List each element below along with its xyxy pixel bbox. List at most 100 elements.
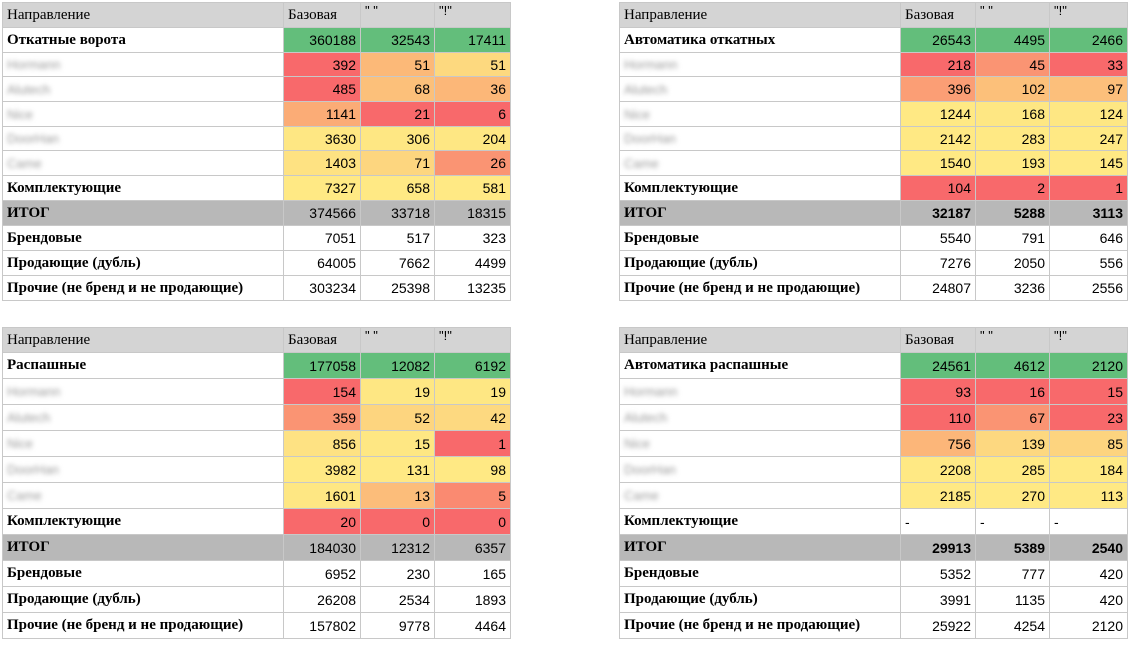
summary-value: 2050 <box>975 250 1050 276</box>
summary-value: 5352 <box>900 560 976 587</box>
summary-label: Брендовые <box>619 225 901 251</box>
summary-value: 777 <box>975 560 1050 587</box>
summary-value: 4499 <box>434 250 511 276</box>
total-label: ИТОГ <box>619 534 901 561</box>
brand-value: 52 <box>360 404 435 431</box>
header-exclaim: "!" <box>1049 327 1128 353</box>
parts-value: 581 <box>434 175 511 201</box>
summary-value: 323 <box>434 225 511 251</box>
brand-label-blurred: Nice <box>2 430 284 457</box>
summary-value: 25922 <box>900 612 976 639</box>
total-value: 6357 <box>434 534 511 561</box>
summary-value: 64005 <box>283 250 361 276</box>
brand-label-blurred: Alutech <box>2 404 284 431</box>
brand-value: 33 <box>1049 52 1128 77</box>
main-value: 32543 <box>360 27 435 53</box>
main-value: 26543 <box>900 27 976 53</box>
brand-row: Hormann 218 45 33 <box>619 52 1128 77</box>
brand-value: 247 <box>1049 126 1128 151</box>
parts-row: Комплектующие 20 0 0 <box>2 508 511 535</box>
brand-value: 67 <box>975 404 1050 431</box>
summary-value: 4254 <box>975 612 1050 639</box>
summary-value: 13235 <box>434 275 511 301</box>
main-row: Откатные ворота 360188 32543 17411 <box>2 27 511 53</box>
main-value: 12082 <box>360 352 435 379</box>
brand-value: 51 <box>434 52 511 77</box>
header-direction: Направление <box>619 2 901 28</box>
brand-value: 184 <box>1049 456 1128 483</box>
summary-value: 556 <box>1049 250 1128 276</box>
brand-value: 485 <box>283 76 361 102</box>
main-value: 177058 <box>283 352 361 379</box>
brand-value: 2208 <box>900 456 976 483</box>
header-direction: Направление <box>2 2 284 28</box>
main-row: Распашные 177058 12082 6192 <box>2 352 511 379</box>
summary-row: Брендовые 6952 230 165 <box>2 560 511 587</box>
total-value: 5389 <box>975 534 1050 561</box>
main-value: 4495 <box>975 27 1050 53</box>
brand-row: DoorHan 3630 306 204 <box>2 126 511 151</box>
brand-value: 1141 <box>283 101 361 127</box>
summary-row: Брендовые 5352 777 420 <box>619 560 1128 587</box>
main-label: Распашные <box>2 352 284 379</box>
summary-value: 26208 <box>283 586 361 613</box>
total-value: 12312 <box>360 534 435 561</box>
summary-value: 157802 <box>283 612 361 639</box>
brand-value: 102 <box>975 76 1050 102</box>
brand-label-blurred: DoorHan <box>2 456 284 483</box>
main-label: Откатные ворота <box>2 27 284 53</box>
main-value: 4612 <box>975 352 1050 379</box>
parts-label: Комплектующие <box>2 175 284 201</box>
parts-label: Комплектующие <box>619 508 901 535</box>
parts-value: - <box>975 508 1050 535</box>
main-value: 6192 <box>434 352 511 379</box>
table-sliding-automation: Направление Базовая " " "!" Автоматика о… <box>619 2 1128 301</box>
brand-value: 113 <box>1049 482 1128 509</box>
main-value: 2120 <box>1049 352 1128 379</box>
brand-row: DoorHan 3982 131 98 <box>2 456 511 483</box>
brand-value: 1244 <box>900 101 976 127</box>
brand-label-blurred: DoorHan <box>2 126 284 151</box>
brand-label-blurred: DoorHan <box>619 126 901 151</box>
brand-row: Alutech 485 68 36 <box>2 76 511 102</box>
brand-value: 15 <box>1049 378 1128 405</box>
brand-label-blurred: Nice <box>2 101 284 127</box>
header-quote: " " <box>360 327 435 353</box>
brand-value: 51 <box>360 52 435 77</box>
brand-value: 283 <box>975 126 1050 151</box>
brand-row: Hormann 392 51 51 <box>2 52 511 77</box>
summary-row: Прочие (не бренд и не продающие) 303234 … <box>2 275 511 301</box>
brand-value: 71 <box>360 150 435 176</box>
brand-value: 756 <box>900 430 976 457</box>
brand-value: 3630 <box>283 126 361 151</box>
brand-value: 131 <box>360 456 435 483</box>
table-swing-gates: Направление Базовая " " "!" Распашные 17… <box>2 327 511 639</box>
header-row: Направление Базовая " " "!" <box>2 2 511 28</box>
summary-label: Продающие (дубль) <box>2 586 284 613</box>
parts-label: Комплектующие <box>619 175 901 201</box>
parts-value: 0 <box>434 508 511 535</box>
brand-value: 36 <box>434 76 511 102</box>
parts-row: Комплектующие 7327 658 581 <box>2 175 511 201</box>
total-value: 29913 <box>900 534 976 561</box>
parts-label: Комплектующие <box>2 508 284 535</box>
brand-value: 2185 <box>900 482 976 509</box>
brand-value: 193 <box>975 150 1050 176</box>
total-label: ИТОГ <box>2 200 284 226</box>
brand-label-blurred: Alutech <box>2 76 284 102</box>
summary-row: Продающие (дубль) 7276 2050 556 <box>619 250 1128 276</box>
main-value: 2466 <box>1049 27 1128 53</box>
summary-label: Продающие (дубль) <box>619 250 901 276</box>
brand-value: 270 <box>975 482 1050 509</box>
brand-value: 110 <box>900 404 976 431</box>
header-quote: " " <box>360 2 435 28</box>
brand-value: 19 <box>434 378 511 405</box>
summary-row: Продающие (дубль) 26208 2534 1893 <box>2 586 511 613</box>
summary-label: Прочие (не бренд и не продающие) <box>2 612 284 639</box>
summary-value: 2534 <box>360 586 435 613</box>
main-label: Автоматика откатных <box>619 27 901 53</box>
brand-value: 5 <box>434 482 511 509</box>
brand-label-blurred: DoorHan <box>619 456 901 483</box>
summary-row: Прочие (не бренд и не продающие) 25922 4… <box>619 612 1128 639</box>
brand-value: 2142 <box>900 126 976 151</box>
